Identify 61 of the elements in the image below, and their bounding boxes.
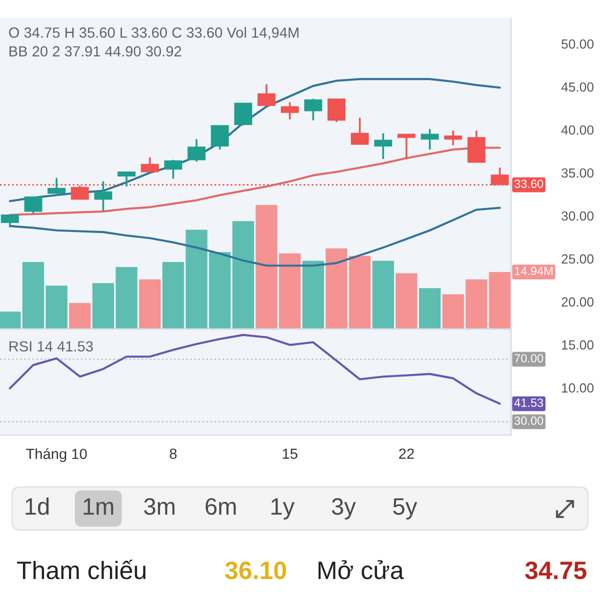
candlestick: [374, 132, 392, 160]
candlestick: [210, 124, 229, 150]
x-tick-label: 15: [282, 448, 298, 459]
category-label: 1d: [26, 497, 49, 515]
bar: [302, 260, 324, 329]
candlestick: [94, 180, 112, 212]
bar: [0, 312, 21, 329]
annotation: O 34.75 H 35.60 L 33.60 C 33.60 Vol 14,94M: [9, 27, 298, 40]
bar: [139, 279, 161, 329]
bar: [418, 288, 441, 329]
y-tick-label: 30.00: [514, 416, 544, 425]
text: 36.10: [225, 562, 286, 580]
candlestick: [350, 116, 369, 146]
candlestick: [48, 177, 66, 197]
y-tick-label: 70.00: [514, 354, 544, 362]
x-tick-label: 8: [170, 448, 177, 459]
bar: [396, 273, 418, 329]
candlestick: [328, 98, 346, 123]
y-tick-label: 50.00: [562, 39, 594, 49]
x-tick-label: Tháng 10: [26, 448, 87, 462]
text: 34.75: [525, 562, 586, 580]
x-tick-label: 22: [399, 448, 414, 459]
candlestick: [420, 128, 439, 150]
ref-line-label: 33.60: [514, 180, 544, 188]
annotation: 14.94M: [514, 266, 552, 276]
category-label: 6m: [206, 498, 236, 515]
candlestick: [164, 158, 182, 180]
y-tick-label: 30.00: [562, 211, 594, 221]
line-series: [8, 206, 501, 267]
bar: [69, 302, 91, 329]
y-tick-label: 45.00: [561, 82, 594, 92]
candlestick: [234, 102, 252, 126]
candlestick: [188, 138, 206, 162]
candlestick: [24, 196, 42, 214]
candlestick: [398, 133, 416, 160]
line-series: [8, 334, 501, 405]
category-label: 5y: [393, 498, 418, 520]
annotation: BB 20 2 37.91 44.90 30.92: [10, 46, 182, 56]
candlestick: [304, 98, 322, 122]
category-label: 3m: [144, 498, 174, 515]
category-label: 3y: [332, 498, 356, 520]
y-tick-label: 10.00: [562, 383, 594, 393]
candlestick: [258, 83, 276, 107]
candlestick: [280, 101, 299, 120]
y-tick-label: 40.00: [561, 125, 594, 135]
candlestick: [444, 130, 462, 146]
annotation: RSI 14 41.53: [10, 341, 93, 352]
y-tick-label: 35.00: [562, 168, 594, 178]
candlestick: [140, 156, 159, 173]
category-label: 1y: [271, 498, 295, 520]
y-tick-label: 25.00: [562, 254, 594, 264]
category-label: 1m: [84, 498, 114, 515]
candlestick: [118, 171, 136, 188]
y-tick-label: 15.00: [562, 340, 594, 350]
category-label: Mở cửa: [318, 560, 404, 580]
bar: [372, 260, 394, 329]
category-label: Tham chiếu: [17, 560, 146, 580]
y-tick-label: 20.00: [562, 297, 594, 307]
bar: [232, 221, 254, 329]
data-label: 41.53: [514, 398, 544, 407]
candlestick: [0, 214, 19, 226]
